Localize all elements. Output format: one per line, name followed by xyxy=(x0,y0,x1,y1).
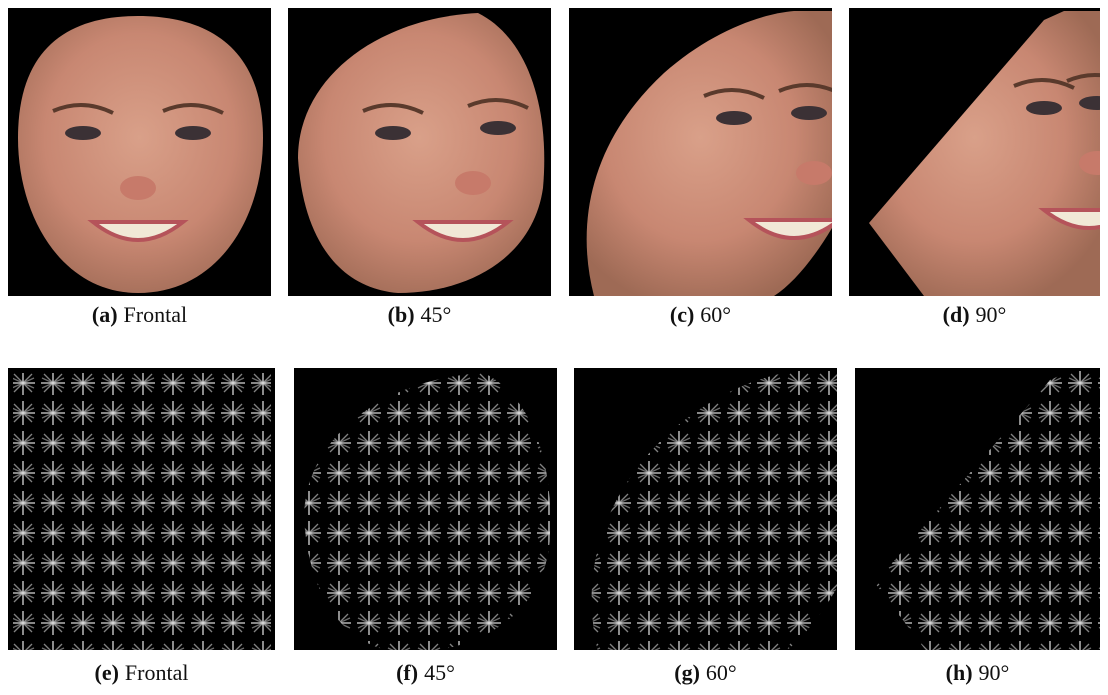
subfigure-caption: (g)60° xyxy=(674,660,736,685)
subfigure-caption: (e)Frontal xyxy=(95,660,189,685)
eye xyxy=(375,126,411,140)
nose xyxy=(796,161,832,185)
subfigure-label: (c) xyxy=(670,302,694,327)
eye xyxy=(791,106,827,120)
subfigure-caption: (f) 45° xyxy=(396,660,455,685)
subfigure-text: 45° xyxy=(421,302,452,327)
subfigure-label: (b) xyxy=(388,302,415,327)
subfigure-caption: (h)90° xyxy=(946,660,1010,685)
subfigure-text: Frontal xyxy=(124,302,188,327)
subfigure-caption: (a)Frontal xyxy=(92,302,187,327)
subfigure-label: (g) xyxy=(674,660,700,685)
subfigure-text: 60° xyxy=(706,660,737,685)
subfigure-text: Frontal xyxy=(125,660,189,685)
face-image xyxy=(8,8,271,296)
subfigure-text: 90° xyxy=(979,660,1010,685)
hog-image xyxy=(294,368,557,650)
eye xyxy=(175,126,211,140)
eye xyxy=(1026,101,1062,115)
face-image xyxy=(569,8,839,296)
subfigure-text: 45° xyxy=(424,660,455,685)
face-image xyxy=(849,8,1108,296)
nose xyxy=(120,176,156,200)
eye xyxy=(716,111,752,125)
face-image xyxy=(288,8,551,296)
eye xyxy=(65,126,101,140)
nose xyxy=(455,171,491,195)
subfigure-text: 90° xyxy=(976,302,1007,327)
subfigure-label: (h) xyxy=(946,660,973,685)
subfigure-label: (a) xyxy=(92,302,118,327)
subfigure-label: (f) xyxy=(396,660,418,685)
subfigure-label: (e) xyxy=(95,660,119,685)
hog-image xyxy=(574,368,837,650)
subfigure-caption: (d)90° xyxy=(943,302,1007,327)
subfigure-label: (d) xyxy=(943,302,970,327)
hog-image xyxy=(8,368,275,650)
eye xyxy=(480,121,516,135)
hog-image xyxy=(855,368,1100,650)
subfigure-text: 60° xyxy=(700,302,731,327)
hog-features xyxy=(8,368,275,650)
subfigure-caption: (b)45° xyxy=(388,302,452,327)
subfigure-caption: (c)60° xyxy=(670,302,731,327)
figure: (a)Frontal(b)45°(c)60°(d)90°(e)Frontal(f… xyxy=(0,0,1108,695)
